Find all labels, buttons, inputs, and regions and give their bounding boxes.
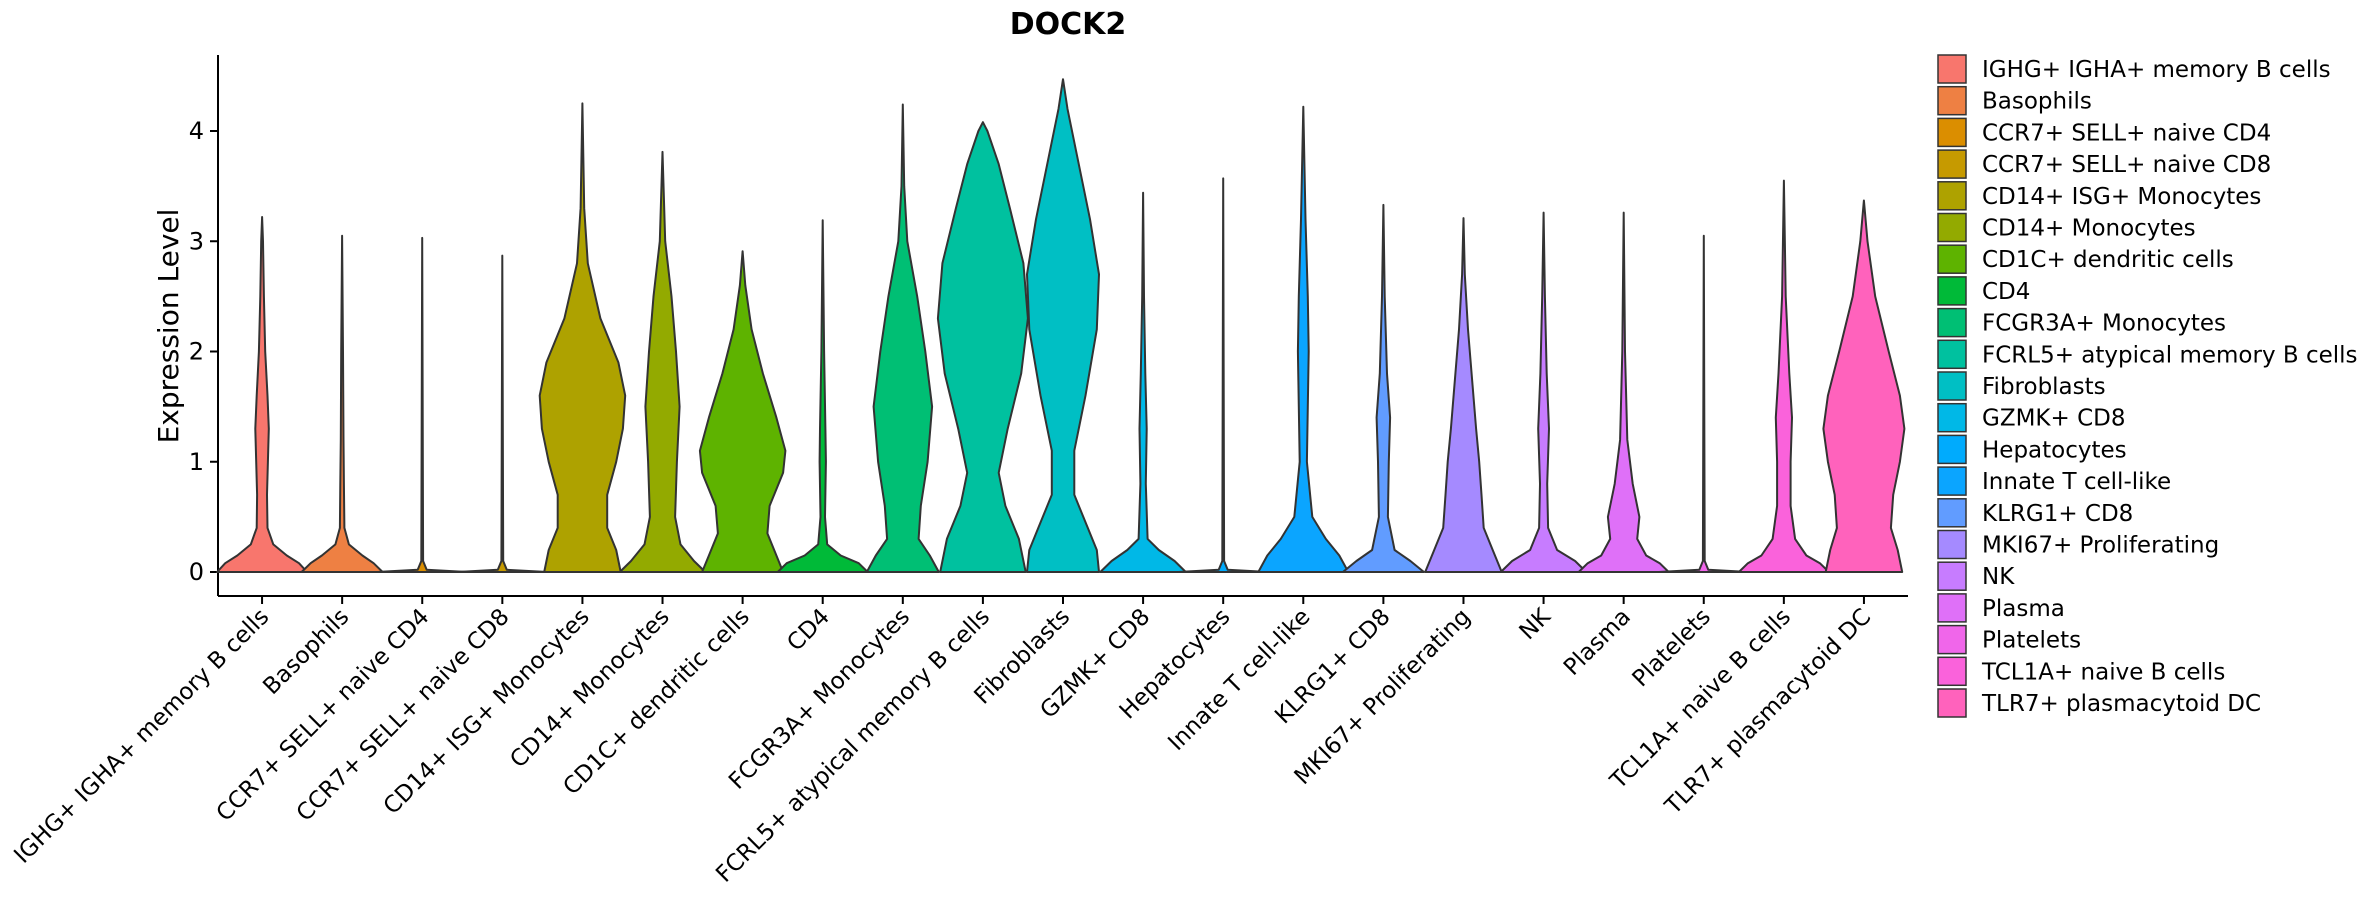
violin-6 — [698, 250, 787, 573]
legend-label: CCR7+ SELL+ naive CD8 — [1982, 152, 2271, 178]
violin-5 — [618, 150, 707, 573]
legend-key-18 — [1937, 624, 1967, 655]
y-tick-label: 3 — [189, 227, 204, 255]
legend-label: CCR7+ SELL+ naive CD4 — [1982, 120, 2271, 146]
legend-key-11 — [1937, 402, 1967, 433]
violin-15 — [1424, 217, 1503, 573]
legend-label: GZMK+ CD8 — [1982, 406, 2126, 432]
violin-3 — [456, 254, 549, 573]
violin-8 — [865, 103, 940, 573]
legend-label: Basophils — [1982, 89, 2092, 115]
legend-label: Fibroblasts — [1982, 374, 2106, 400]
x-tick-label: CD14+ Monocytes — [505, 604, 674, 773]
violin-2 — [376, 236, 469, 573]
violin-7 — [776, 219, 869, 573]
legend-key-5 — [1937, 212, 1967, 243]
violins — [216, 78, 1906, 573]
x-tick-label: Innate T cell-like — [1163, 604, 1315, 756]
legend-label: IGHG+ IGHA+ memory B cells — [1982, 57, 2331, 83]
legend-label: CD14+ ISG+ Monocytes — [1982, 184, 2261, 210]
violin-17 — [1577, 211, 1670, 573]
y-tick-label: 2 — [189, 338, 204, 366]
legend-key-12 — [1937, 434, 1967, 465]
legend-label: TCL1A+ naive B cells — [1981, 659, 2225, 685]
violin-4 — [538, 102, 627, 573]
legend-key-1 — [1937, 85, 1967, 116]
legend-label: FCRL5+ atypical memory B cells — [1982, 342, 2358, 368]
legend-label: Platelets — [1982, 628, 2081, 654]
legend-key-17 — [1937, 593, 1967, 623]
y-tick-label: 0 — [189, 558, 204, 586]
legend-label: CD4 — [1982, 279, 2030, 305]
legend-key-7 — [1937, 276, 1967, 306]
violin-13 — [1257, 105, 1350, 573]
legend-key-16 — [1937, 561, 1967, 591]
legend-label: CD1C+ dendritic cells — [1982, 247, 2234, 273]
legend-key-10 — [1937, 371, 1967, 401]
legend-label: NK — [1982, 564, 2015, 590]
violin-20 — [1822, 199, 1906, 573]
legend-label: Hepatocytes — [1982, 437, 2127, 463]
x-tick-labels: IGHG+ IGHA+ memory B cellsBasophilsCCR7+… — [9, 596, 1876, 888]
x-tick-label: IGHG+ IGHA+ memory B cells — [9, 604, 274, 869]
y-tick-label: 4 — [189, 117, 204, 145]
legend-key-4 — [1937, 181, 1967, 211]
legend-label: KLRG1+ CD8 — [1982, 501, 2133, 527]
y-axis-label: Expression Level — [152, 209, 185, 444]
violin-14 — [1341, 203, 1425, 573]
legend-key-8 — [1937, 307, 1967, 338]
x-tick-label: NK — [1515, 603, 1557, 645]
legend-label: Plasma — [1982, 596, 2065, 622]
legend-key-6 — [1937, 244, 1967, 274]
violin-1 — [300, 234, 384, 573]
legend-key-2 — [1937, 117, 1967, 148]
legend-key-19 — [1937, 656, 1967, 687]
violin-10 — [1026, 78, 1100, 573]
violin-18 — [1657, 234, 1750, 573]
violin-19 — [1737, 179, 1830, 573]
legend-key-3 — [1937, 149, 1967, 179]
legend-key-15 — [1937, 529, 1967, 560]
chart-title: DOCK2 — [1010, 7, 1127, 42]
legend: IGHG+ IGHA+ memory B cells Basophils CCR7+… — [1937, 54, 2358, 718]
legend-key-0 — [1937, 54, 1967, 84]
violin-16 — [1499, 211, 1588, 573]
legend-label: TLR7+ plasmacytoid DC — [1981, 691, 2261, 717]
legend-label: Innate T cell-like — [1982, 469, 2171, 495]
y-tick-label: 1 — [189, 448, 204, 476]
legend-label: CD14+ Monocytes — [1982, 216, 2196, 242]
legend-key-13 — [1937, 466, 1967, 496]
legend-label: FCGR3A+ Monocytes — [1982, 311, 2226, 337]
violin-11 — [1099, 191, 1187, 573]
legend-key-9 — [1937, 339, 1967, 370]
violin-9 — [936, 121, 1029, 573]
x-tick-label: CD4 — [782, 604, 835, 657]
violin-12 — [1177, 177, 1270, 573]
legend-key-14 — [1937, 498, 1967, 528]
legend-label: MKI67+ Proliferating — [1982, 533, 2219, 559]
violin-0 — [216, 216, 309, 573]
legend-key-20 — [1937, 688, 1967, 718]
x-tick-label: Plasma — [1559, 604, 1636, 681]
